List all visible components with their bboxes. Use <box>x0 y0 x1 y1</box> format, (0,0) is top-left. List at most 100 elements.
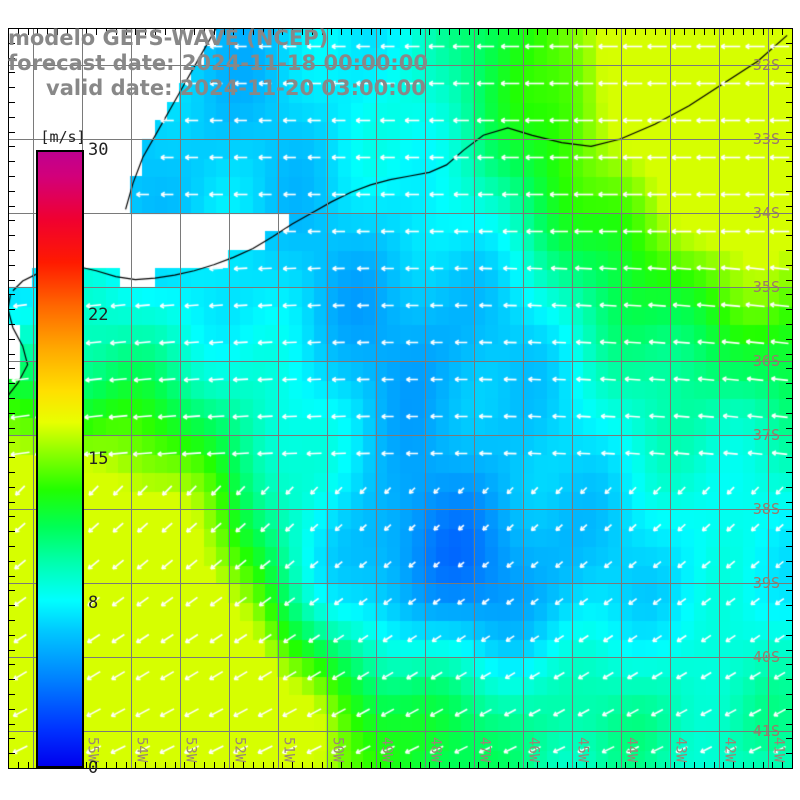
axis-tick <box>596 29 597 35</box>
gridline-vertical <box>719 28 720 768</box>
longitude-tick-label: 47W <box>476 736 493 762</box>
gridline-vertical <box>621 28 622 768</box>
axis-tick <box>292 762 293 768</box>
longitude-tick-label: 50W <box>329 736 346 762</box>
axis-tick <box>786 339 792 340</box>
colorbar <box>36 150 84 768</box>
axis-tick <box>714 29 715 35</box>
axis-tick <box>782 29 783 35</box>
axis-tick <box>86 29 87 35</box>
axis-tick <box>786 191 792 192</box>
axis-tick <box>786 176 792 177</box>
axis-tick <box>498 762 499 768</box>
axis-tick <box>9 220 15 221</box>
axis-tick <box>361 29 362 35</box>
axis-tick <box>253 29 254 35</box>
colorbar-tick-label: 8 <box>88 593 99 614</box>
latitude-tick-label: 34S <box>752 204 780 222</box>
axis-tick <box>184 762 185 768</box>
axis-tick <box>786 694 792 695</box>
axis-tick <box>469 762 470 768</box>
gridline-horizontal <box>8 583 792 584</box>
axis-tick <box>786 265 792 266</box>
axis-tick <box>786 664 792 665</box>
axis-tick <box>224 762 225 768</box>
axis-tick <box>165 762 166 768</box>
axis-tick <box>606 29 607 35</box>
longitude-tick-label: 53W <box>182 736 199 762</box>
axis-tick <box>233 29 234 35</box>
axis-tick <box>645 29 646 35</box>
axis-tick <box>282 29 283 35</box>
axis-tick <box>9 280 15 281</box>
axis-tick <box>753 762 754 768</box>
axis-tick <box>772 29 773 35</box>
axis-tick <box>96 29 97 35</box>
axis-tick <box>9 546 15 547</box>
axis-tick <box>106 29 107 35</box>
axis-tick <box>786 738 792 739</box>
latitude-tick-label: 39S <box>752 574 780 592</box>
axis-tick <box>508 762 509 768</box>
longitude-tick-label: 48W <box>427 736 444 762</box>
axis-tick <box>786 161 792 162</box>
gridline-vertical <box>474 28 475 768</box>
colorbar-gradient <box>36 150 84 768</box>
gridline-vertical <box>572 28 573 768</box>
axis-tick <box>786 605 792 606</box>
longitude-tick-label: 52W <box>231 736 248 762</box>
axis-tick <box>596 762 597 768</box>
axis-tick <box>96 762 97 768</box>
axis-tick <box>786 368 792 369</box>
gridline-horizontal <box>8 139 792 140</box>
axis-tick <box>508 29 509 35</box>
axis-tick <box>772 762 773 768</box>
latitude-tick-label: 37S <box>752 426 780 444</box>
colorbar-unit-label: [m/s] <box>40 128 86 146</box>
axis-tick <box>410 29 411 35</box>
gridline-vertical <box>523 28 524 768</box>
axis-tick <box>786 58 792 59</box>
axis-tick <box>786 102 792 103</box>
axis-tick <box>341 29 342 35</box>
axis-tick <box>9 516 15 517</box>
axis-tick <box>625 29 626 35</box>
axis-tick <box>786 309 792 310</box>
axis-tick <box>786 502 792 503</box>
axis-tick <box>576 762 577 768</box>
latitude-tick-label: 36S <box>752 352 780 370</box>
axis-tick <box>9 72 15 73</box>
axis-tick <box>786 457 792 458</box>
axis-tick <box>9 738 15 739</box>
axis-tick <box>9 768 15 769</box>
axis-tick <box>9 235 15 236</box>
axis-tick <box>786 250 792 251</box>
axis-tick <box>518 762 519 768</box>
axis-tick <box>786 72 792 73</box>
axis-tick <box>9 413 15 414</box>
axis-tick <box>351 29 352 35</box>
axis-tick <box>9 354 15 355</box>
gridline-vertical <box>278 28 279 768</box>
axis-tick <box>625 762 626 768</box>
axis-tick <box>714 762 715 768</box>
axis-tick <box>341 762 342 768</box>
axis-tick <box>18 29 19 35</box>
axis-tick <box>786 324 792 325</box>
axis-tick <box>9 146 15 147</box>
axis-tick <box>723 762 724 768</box>
axis-tick <box>786 590 792 591</box>
gridline-vertical <box>768 28 769 768</box>
axis-tick <box>786 442 792 443</box>
axis-tick <box>312 29 313 35</box>
axis-tick <box>380 762 381 768</box>
axis-tick <box>420 29 421 35</box>
axis-tick <box>175 762 176 768</box>
colorbar-tick-label: 30 <box>88 140 109 160</box>
axis-tick <box>786 561 792 562</box>
axis-tick <box>28 762 29 768</box>
axis-tick <box>9 590 15 591</box>
longitude-tick-label: 42W <box>721 736 738 762</box>
axis-tick <box>733 29 734 35</box>
